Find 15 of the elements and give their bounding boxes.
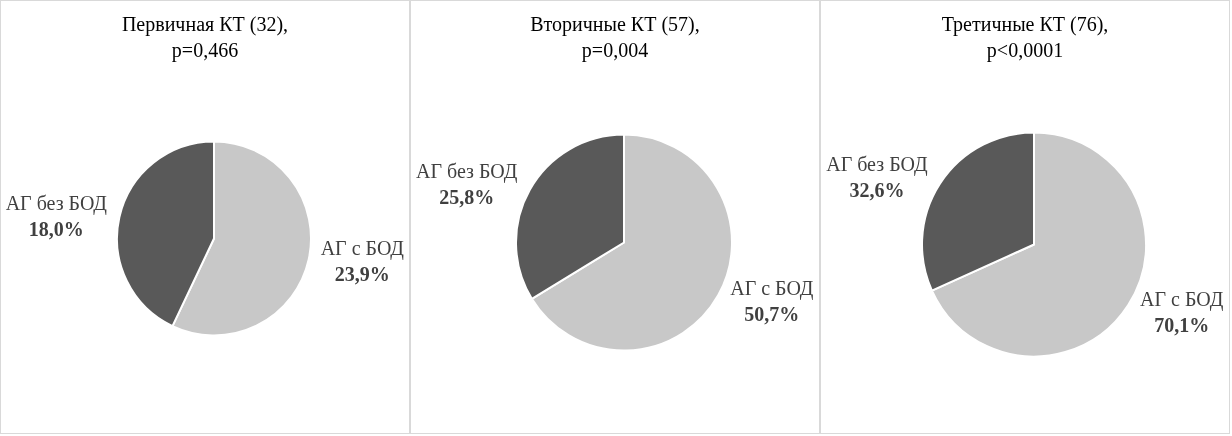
data-label: 18,0% (28, 218, 84, 241)
slice-label: АГ без БОД (5, 192, 108, 216)
data-label: 70,1% (1154, 314, 1210, 337)
slice-label: АГ с БОД (730, 277, 814, 301)
data-label: 23,9% (334, 262, 390, 285)
slice-label: АГ с БОД (1140, 288, 1224, 312)
chart-title: Вторичные КТ (57), p=0,004 (530, 13, 700, 63)
slice-label: АГ без БОД (416, 159, 518, 183)
chart-title: Первичная КТ (32), p=0,466 (121, 13, 289, 63)
chart-title: Третичные КТ (76), p<0,0001 (941, 13, 1109, 63)
slice-label: АГ без БОД (826, 152, 928, 176)
slice-label: АГ с БОД (320, 236, 405, 260)
data-label: 25,8% (439, 185, 495, 208)
data-label: 32,6% (849, 178, 905, 201)
data-label: 50,7% (744, 303, 800, 326)
